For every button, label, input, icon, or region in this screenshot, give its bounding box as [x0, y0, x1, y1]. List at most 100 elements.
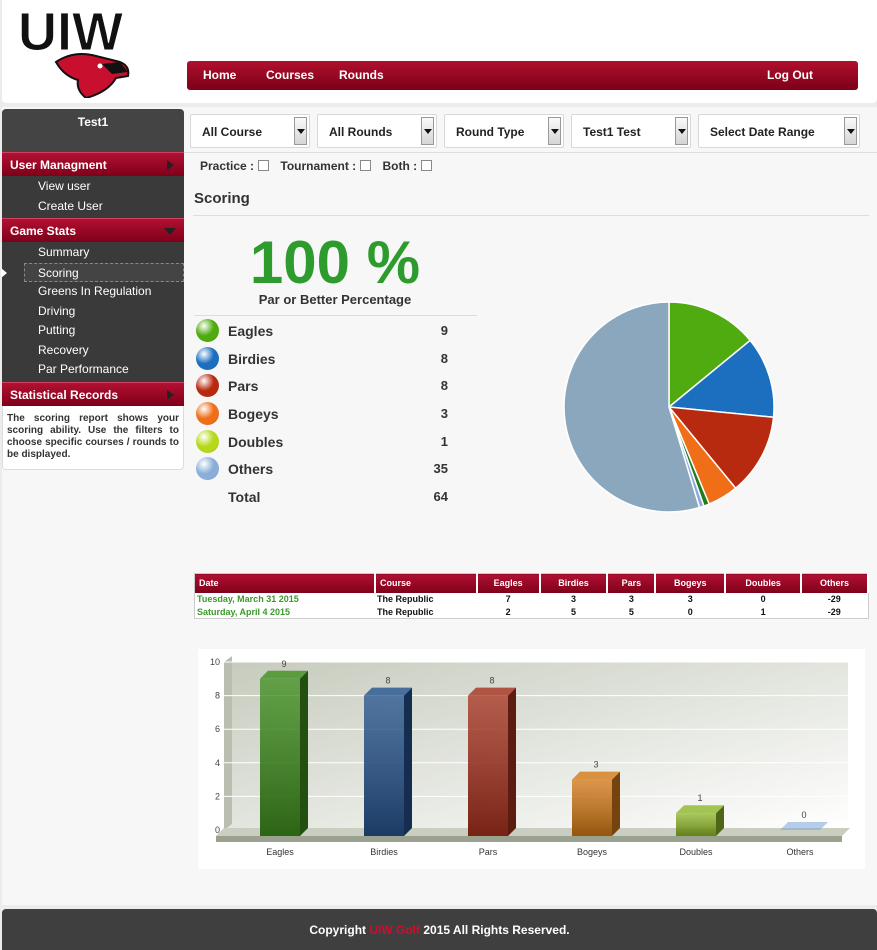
stat-name: Birdies	[228, 351, 276, 367]
sidebar-item-greens-in-regulation[interactable]: Greens In Regulation	[38, 284, 152, 298]
stat-name: Others	[228, 461, 274, 477]
x-tick-label: Eagles	[266, 847, 294, 857]
round-birdies: 3	[571, 594, 577, 604]
bar-chart-container: 0 2 4 6 8 10 9 Eagles 8 Birdies 8 Pars 3 Bogeys 1 Doubl…	[198, 649, 865, 869]
stat-value: 8	[440, 378, 448, 393]
course-filter-value: All Course	[202, 125, 263, 139]
column-header-course: Course	[374, 573, 478, 593]
sidebar-item-view-user[interactable]: View user	[38, 179, 91, 193]
bar-side-birdies	[404, 687, 412, 836]
scoring-bar-chart: 0 2 4 6 8 10 9 Eagles 8 Birdies 8 Pars 3 Bogeys 1 Doubl…	[210, 656, 850, 857]
column-header-pars: Pars	[607, 573, 657, 593]
orange-ball-icon	[196, 402, 219, 425]
sidebar-item-scoring[interactable]: Scoring	[1, 262, 184, 282]
filter-divider	[184, 152, 877, 153]
svg-text:UIW: UIW	[18, 6, 123, 62]
bar-top-bogeys	[572, 771, 620, 780]
round-bogeys: 0	[687, 606, 693, 617]
round-type-filter-value: Round Type	[456, 125, 525, 139]
footer: Copyright UIW Golf 2015 All Rights Reser…	[2, 909, 877, 950]
bar-side-pars	[508, 687, 516, 836]
column-header-date: Date	[194, 573, 376, 593]
sidebar-item-driving[interactable]: Driving	[38, 303, 76, 318]
round-type-checkboxes: Practice : Tournament : Both :	[200, 159, 440, 173]
sidebar-item-summary[interactable]: Summary	[38, 245, 90, 259]
bar-top-others	[780, 822, 828, 830]
plot-left-wall	[224, 656, 232, 830]
nav-logout-link[interactable]: Log Out	[767, 68, 813, 82]
round-doubles: 0	[760, 594, 766, 604]
round-type-filter-select[interactable]: Round Type	[444, 114, 564, 148]
x-tick-label: Bogeys	[577, 847, 608, 857]
round-date-link[interactable]: Tuesday, March 31 2015	[197, 594, 299, 604]
sidebar-item-putting[interactable]: Putting	[38, 323, 76, 337]
user-management-list: View user Create User	[2, 176, 184, 218]
round-others: -29	[827, 594, 841, 604]
stat-value: 1	[440, 434, 448, 449]
bar-top-eagles	[260, 670, 308, 679]
uiw-cardinal-logo[interactable]: UIW	[16, 6, 154, 98]
par-or-better-percentage: 100 %	[249, 229, 421, 296]
triangle-down-icon	[164, 228, 176, 235]
player-filter-select[interactable]: Test1 Test	[571, 114, 691, 148]
triangle-right-icon	[167, 389, 174, 400]
stat-name: Doubles	[228, 434, 284, 450]
column-header-birdies: Birdies	[539, 573, 609, 593]
stat-row-pars: Pars 8	[196, 374, 456, 398]
course-filter-select[interactable]: All Course	[190, 114, 310, 148]
sidebar-item-recovery[interactable]: Recovery	[38, 342, 89, 357]
y-tick-label: 8	[215, 691, 220, 701]
game-stats-list: Summary Scoring Greens In Regulation Dri…	[1, 242, 184, 382]
tournament-checkbox[interactable]	[360, 160, 372, 171]
sidebar-item-par-performance[interactable]: Par Performance	[38, 362, 129, 376]
stat-name: Bogeys	[228, 406, 279, 422]
round-course: The Republic	[376, 606, 434, 617]
table-row[interactable]: Saturday, April 4 2015 The Republic 2 5 …	[195, 606, 869, 619]
table-row[interactable]: Tuesday, March 31 2015 The Republic 7 3 …	[195, 593, 869, 606]
y-tick-label: 0	[215, 825, 220, 835]
nav-rounds-link[interactable]: Rounds	[339, 68, 384, 82]
player-filter-value: Test1 Test	[583, 125, 641, 139]
y-tick-label: 4	[215, 758, 220, 768]
sidebar-section-game-stats[interactable]: Game Stats	[2, 218, 184, 242]
nav-courses-link[interactable]: Courses	[266, 68, 315, 82]
tournament-label: Tournament :	[280, 159, 357, 173]
nav-home-link[interactable]: Home	[203, 68, 237, 82]
top-navigation: Home Courses Rounds Log Out	[187, 61, 858, 90]
bar-side-doubles	[716, 805, 724, 836]
round-date-link[interactable]: Saturday, April 4 2015	[197, 606, 291, 617]
plot-floor	[216, 828, 850, 836]
date-range-filter-value: Select Date Range	[710, 125, 815, 139]
sidebar-item-create-user[interactable]: Create User	[38, 198, 103, 213]
practice-checkbox[interactable]	[258, 160, 270, 171]
dropdown-arrow-icon	[421, 117, 434, 145]
rounds-filter-select[interactable]: All Rounds	[317, 114, 437, 148]
round-others: -29	[827, 606, 841, 617]
blue-ball-icon	[196, 347, 219, 370]
bar-value-label: 8	[489, 676, 494, 686]
round-doubles: 1	[760, 606, 766, 617]
title-divider	[193, 215, 869, 216]
red-ball-icon	[196, 374, 219, 397]
section-title: Scoring	[194, 190, 250, 207]
x-tick-label: Doubles	[679, 847, 713, 857]
bar-pars	[468, 695, 508, 836]
column-header-bogeys: Bogeys	[655, 573, 727, 593]
stat-row-doubles: Doubles 1	[196, 430, 456, 454]
bar-bogeys	[572, 779, 612, 836]
par-or-better-label: Par or Better Percentage	[258, 292, 412, 307]
bar-value-label: 9	[281, 659, 286, 669]
footer-brand-link[interactable]: UIW Golf	[369, 923, 421, 937]
sidebar-section-user-management[interactable]: User Managment	[2, 152, 184, 176]
both-checkbox[interactable]	[421, 160, 433, 171]
header: UIW Home Courses Rounds Log Out	[2, 0, 877, 103]
rounds-table: Date Course Eagles Birdies Pars Bogeys D…	[194, 573, 869, 619]
date-range-filter-select[interactable]: Select Date Range	[698, 114, 860, 148]
sidebar-section-statistical-records[interactable]: Statistical Records	[2, 381, 184, 406]
sidebar-username: Test1	[2, 109, 184, 152]
both-label: Both :	[382, 159, 418, 173]
stat-value: 9	[440, 323, 448, 338]
total-label: Total	[228, 489, 261, 505]
triangle-right-icon	[167, 160, 174, 170]
round-eagles: 7	[505, 594, 511, 604]
